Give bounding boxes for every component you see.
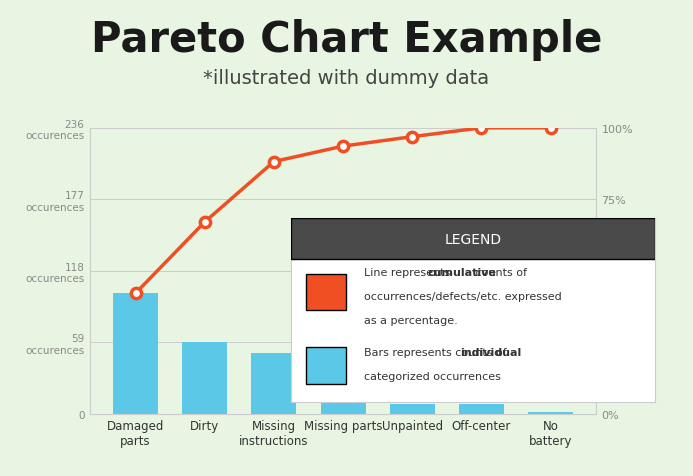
FancyBboxPatch shape (306, 274, 346, 310)
Point (199, 218, 210, 226)
Text: Line represents: Line represents (364, 268, 454, 278)
Text: Pareto Chart Example: Pareto Chart Example (91, 19, 602, 61)
Point (130, 290, 141, 298)
Text: categorized occurrences: categorized occurrences (364, 371, 501, 381)
Bar (252, 354, 297, 414)
Bar (113, 293, 158, 414)
Bar (389, 405, 435, 414)
Text: individual: individual (460, 347, 522, 357)
Text: *illustrated with dummy data: *illustrated with dummy data (204, 69, 489, 88)
Text: LEGEND: LEGEND (444, 232, 502, 246)
Point (545, 125, 556, 132)
Text: as a percentage.: as a percentage. (364, 315, 457, 325)
Point (476, 125, 487, 132)
FancyBboxPatch shape (291, 219, 655, 259)
Point (268, 159, 279, 166)
Bar (528, 412, 573, 414)
Bar (459, 405, 504, 414)
Text: Bars represents counts of: Bars represents counts of (364, 347, 510, 357)
Point (337, 143, 349, 150)
Point (407, 134, 418, 141)
Text: occurrences/defects/etc. expressed: occurrences/defects/etc. expressed (364, 291, 561, 301)
FancyBboxPatch shape (306, 347, 346, 384)
Text: cumulative: cumulative (428, 268, 496, 278)
Bar (321, 398, 365, 414)
Bar (182, 343, 227, 414)
Text: counts of: counts of (472, 268, 527, 278)
